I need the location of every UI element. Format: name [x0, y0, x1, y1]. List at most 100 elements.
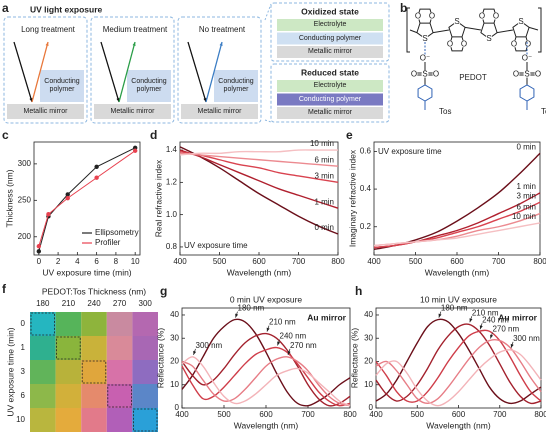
color-cell: [30, 336, 56, 360]
x-tick-label: 0: [37, 257, 42, 266]
panel-label: c: [2, 128, 9, 142]
arrow-head: [490, 334, 494, 339]
y-tick-label: 300: [18, 159, 32, 168]
atom-bg: [478, 12, 486, 20]
mirror-label-box: Metallic mirror: [198, 108, 242, 115]
polymer-label-box: Conducting polymer: [131, 78, 167, 93]
x-tick-label: 210: [62, 299, 76, 308]
atom-bg: [421, 34, 429, 43]
polymer-label: Conducting polymer: [218, 78, 254, 93]
color-cell: [132, 312, 158, 336]
series-line: [373, 152, 541, 251]
atom: O: [433, 70, 439, 79]
state-layer: [277, 32, 383, 45]
bracket: [406, 7, 410, 53]
color-cell: [132, 384, 158, 408]
x-tick-label: 500: [213, 257, 227, 266]
x-tick-label: 500: [217, 410, 231, 419]
y-tick-label: 0.8: [166, 242, 178, 251]
atom: O: [411, 70, 417, 79]
y-tick-label: 20: [170, 357, 179, 366]
color-cell: [106, 384, 133, 408]
bond: [409, 29, 418, 34]
y-tick-label: 30: [170, 333, 179, 342]
atom-bg: [453, 17, 461, 26]
x-axis-label: Wavelength (nm): [425, 267, 490, 277]
y-tick-label: 0: [21, 319, 26, 328]
panel-title: UV light exposure: [30, 4, 103, 14]
y-axis-label: UV exposure time (min): [5, 327, 15, 416]
arrow-head: [510, 343, 514, 348]
series-label: 3 min: [516, 191, 536, 200]
benzene: [417, 84, 433, 102]
series-label: 0 min: [314, 223, 334, 232]
point: [36, 249, 42, 254]
polymer-layer: [214, 70, 258, 102]
arrow-head: [45, 42, 49, 46]
series-label: 1 min: [516, 182, 536, 191]
x-tick-label: 500: [409, 257, 423, 266]
state-layer: [277, 80, 383, 92]
x-tick-label: 700: [493, 410, 507, 419]
color-cell: [132, 336, 158, 360]
color-cell: [55, 384, 82, 408]
plot-frame: [33, 141, 141, 256]
legend-label: Profiler: [95, 238, 121, 247]
treatment-box: [90, 16, 175, 124]
color-cell: [106, 360, 133, 384]
arrow-head: [479, 325, 483, 330]
atom-bg: [432, 70, 440, 78]
series-line: [179, 146, 339, 235]
y-tick-label: 0.6: [360, 147, 372, 156]
polymer-label: Conducting polymer: [131, 78, 167, 93]
connector: [264, 119, 272, 123]
color-cell: [30, 384, 56, 408]
polymer-label: Conducting polymer: [44, 78, 80, 93]
atom-bg: [421, 70, 429, 78]
treatment-box: [177, 16, 262, 124]
color-cell: [81, 360, 107, 384]
series-line: [181, 346, 351, 407]
atom: S: [422, 70, 427, 79]
x-tick-label: 800: [534, 410, 546, 419]
color-cell: [55, 312, 82, 336]
y-axis-label: Imaginary refractive index: [347, 149, 357, 247]
series-label: 240 nm: [280, 332, 307, 341]
color-cell: [30, 408, 56, 432]
chart-title: PEDOT:Tos Thickness (nm): [42, 286, 146, 296]
mirror-label: Metallic mirror: [110, 107, 155, 115]
series-line: [181, 356, 351, 407]
y-tick-label: 0: [369, 403, 374, 412]
color-cell: [30, 360, 56, 384]
color-cell: [106, 408, 133, 432]
bond: [465, 26, 481, 31]
point: [94, 164, 99, 169]
y-tick-label: 10: [364, 380, 373, 389]
y-tick-label: 6: [21, 391, 26, 400]
chart-title: 0 min UV exposure: [230, 294, 303, 304]
x-tick-label: 4: [75, 257, 80, 266]
point: [132, 148, 138, 153]
state-layer-label: Electrolyte: [313, 82, 347, 89]
x-tick-label: 400: [175, 410, 189, 419]
color-cell: [81, 384, 107, 408]
y-tick-label: 1: [21, 343, 26, 352]
x-tick-label: 600: [450, 257, 464, 266]
y-tick-label: 0: [175, 403, 180, 412]
treatment-heading: Medium treatment: [103, 25, 168, 34]
counter-ion: Tos: [541, 107, 546, 116]
plot-frame: [375, 307, 542, 409]
series-label: 300 nm: [513, 334, 540, 343]
series-label: 270 nm: [290, 341, 317, 350]
series-label: 1 min: [314, 197, 334, 206]
arrow-line: [13, 41, 33, 103]
atom: O: [493, 12, 499, 21]
atom: O⁻: [522, 54, 532, 63]
thiophene: [480, 22, 498, 40]
treatment-heading: No treatment: [199, 25, 246, 34]
state-layer-label-box: Electrolyte: [314, 21, 347, 28]
y-axis-label: Reflectance (%): [349, 328, 359, 389]
y-tick-label: 1.2: [166, 177, 178, 186]
x-tick-label: 400: [173, 257, 187, 266]
point: [65, 195, 70, 201]
